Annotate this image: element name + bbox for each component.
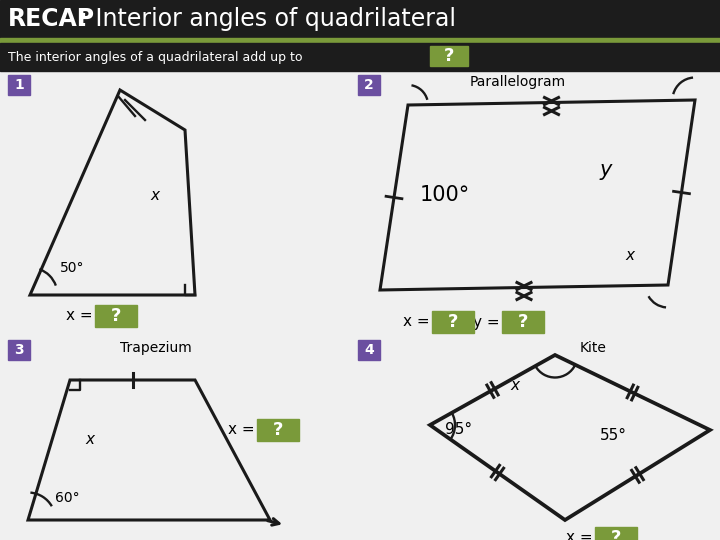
Text: y =: y =	[473, 314, 500, 329]
Text: : Interior angles of quadrilateral: : Interior angles of quadrilateral	[80, 7, 456, 31]
Text: RECAP: RECAP	[8, 7, 95, 31]
Text: ?: ?	[444, 47, 454, 65]
Text: x: x	[85, 433, 94, 448]
Text: 100°: 100°	[420, 185, 470, 205]
Text: ?: ?	[518, 313, 528, 331]
Bar	[8, 75, 30, 95]
Text: 2: 2	[364, 78, 374, 92]
Text: 95°: 95°	[445, 422, 472, 437]
Text: Kite: Kite	[580, 341, 607, 355]
Text: 50°: 50°	[60, 261, 84, 275]
Bar	[0, 0, 720, 38]
Bar	[0, 43, 720, 71]
Text: 55°: 55°	[600, 428, 627, 442]
Text: x =: x =	[66, 307, 93, 322]
Text: x: x	[625, 247, 634, 262]
Text: 3: 3	[14, 343, 24, 357]
Text: 60°: 60°	[55, 491, 80, 505]
Bar	[502, 311, 544, 333]
Text: The interior angles of a quadrilateral add up to: The interior angles of a quadrilateral a…	[8, 51, 302, 64]
Bar	[595, 527, 637, 540]
Bar	[95, 305, 137, 327]
Bar	[0, 38, 720, 43]
Text: x: x	[150, 187, 160, 202]
Text: x =: x =	[567, 530, 593, 540]
Text: ?: ?	[111, 307, 121, 325]
Text: x: x	[510, 377, 519, 393]
Text: ?: ?	[611, 529, 621, 540]
Text: ?: ?	[273, 421, 283, 439]
Text: x =: x =	[228, 422, 255, 437]
Bar	[430, 46, 468, 66]
Bar	[257, 419, 299, 441]
Bar	[358, 340, 380, 360]
Bar	[432, 311, 474, 333]
Text: Parallelogram: Parallelogram	[470, 75, 566, 89]
Text: x =: x =	[403, 314, 430, 329]
Text: 4: 4	[364, 343, 374, 357]
Bar	[8, 340, 30, 360]
Text: 1: 1	[14, 78, 24, 92]
Text: y: y	[600, 160, 613, 180]
Text: Trapezium: Trapezium	[120, 341, 192, 355]
Text: ?: ?	[448, 313, 458, 331]
Bar	[358, 75, 380, 95]
